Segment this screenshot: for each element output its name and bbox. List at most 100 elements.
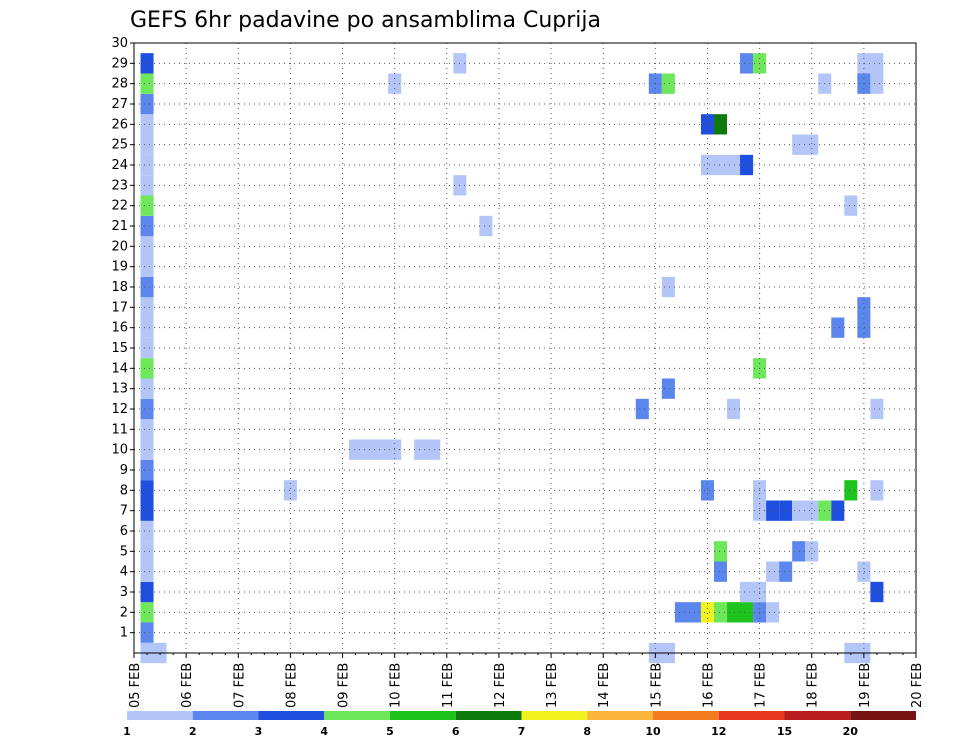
colorbar-swatch [455,711,522,720]
y-tick-label: 14 [111,361,128,376]
x-tick-label: 09 FEB [337,663,352,708]
precip-cell [140,73,154,94]
precip-cell [140,439,154,460]
colorbar-swatch [653,711,719,720]
precip-cell [140,358,154,379]
x-tick-label: 14 FEB [597,663,612,708]
y-tick-label: 21 [111,219,128,234]
precip-cell [140,337,154,359]
colorbar-label: 15 [777,725,792,738]
precip-cell [766,561,780,582]
precip-cell [713,114,728,135]
precip-cell [857,297,871,318]
precip-cell [727,398,741,420]
precip-cell [661,276,675,298]
precip-cell [635,398,649,420]
colorbar-swatch [258,711,325,720]
y-tick-label: 11 [111,422,128,437]
precip-cell [349,439,402,460]
precip-cell [414,439,441,460]
precip-cell [740,154,754,176]
colorbar-swatch [784,711,851,720]
precip-cell [140,195,154,216]
precip-cell [140,256,154,277]
precip-cell [479,215,493,237]
precip-cell [140,622,154,643]
precip-cell [857,317,871,338]
y-tick-label: 20 [111,239,128,254]
precip-cell [831,317,845,338]
colorbar-label: 7 [518,725,526,738]
y-tick-label: 9 [120,463,128,478]
precip-cell [766,602,780,623]
colorbar-label: 3 [255,725,263,738]
y-tick-label: 5 [120,544,128,559]
y-tick-label: 24 [111,158,128,173]
colorbar-label: 10 [645,725,661,738]
y-tick-label: 30 [111,36,128,51]
precip-cell [140,378,154,399]
x-tick-label: 11 FEB [441,663,456,708]
y-tick-label: 10 [111,443,128,458]
x-tick-label: 07 FEB [232,663,247,708]
precip-cell [140,134,154,155]
precip-cell [700,114,714,135]
precip-cell [140,53,154,74]
x-tick-label: 10 FEB [389,663,404,708]
colorbar-label: 6 [452,725,460,738]
y-tick-label: 4 [120,565,128,580]
precip-cell [140,398,154,420]
y-tick-label: 15 [111,341,128,356]
precip-cell [140,276,154,298]
x-axis: 05 FEB 06 FEB 07 FEB 08 FEB 09 FEB 10 FEB 11 F… [128,653,925,708]
precip-cell [661,73,675,94]
precip-cell [661,378,675,399]
precip-cell [140,520,154,542]
y-tick-label: 19 [111,260,128,275]
colorbar-swatch [850,711,916,720]
precip-cell [140,581,154,603]
precip-cell [713,602,728,623]
precip-cell [140,561,154,582]
precip-cell [727,602,754,623]
x-tick-label: 13 FEB [545,663,560,708]
precip-cells [140,53,884,664]
y-tick-label: 26 [111,117,128,132]
y-tick-label: 28 [111,77,128,92]
precip-cell [740,581,767,603]
y-tick-label: 2 [120,605,128,620]
colorbar-swatch [521,711,588,720]
x-tick-label: 18 FEB [806,663,821,708]
y-tick-label: 17 [111,300,128,315]
precip-cell [792,134,819,155]
colorbar-label: 2 [189,725,197,738]
colorbar-swatch [587,711,653,720]
precip-cell [857,561,871,582]
precip-cell [140,93,154,115]
colorbar-swatch [324,711,390,720]
precip-cell [779,561,793,582]
precip-cell [844,480,858,501]
y-tick-label: 6 [120,524,128,539]
precip-cell [140,236,154,257]
precip-cell [844,195,858,216]
y-tick-label: 29 [111,56,128,71]
colorbar-label: 8 [583,725,591,738]
x-tick-label: 05 FEB [128,663,143,708]
y-tick-label: 13 [111,382,128,397]
precip-cell [140,602,154,623]
precip-cell [283,480,297,501]
x-tick-label: 20 FEB [910,663,925,708]
x-tick-label: 06 FEB [180,663,195,708]
colorbar-swatch [192,711,259,720]
x-tick-label: 15 FEB [649,663,664,708]
y-tick-label: 3 [120,585,128,600]
precip-cell [779,500,793,521]
y-tick-label: 25 [111,138,128,153]
precip-cell [140,459,154,481]
y-axis: 1234567891011121314151617181920212223242… [111,36,134,641]
precip-cell [805,541,819,562]
precip-cell [713,561,728,582]
precip-cell [700,480,714,501]
precip-cell [140,419,154,440]
